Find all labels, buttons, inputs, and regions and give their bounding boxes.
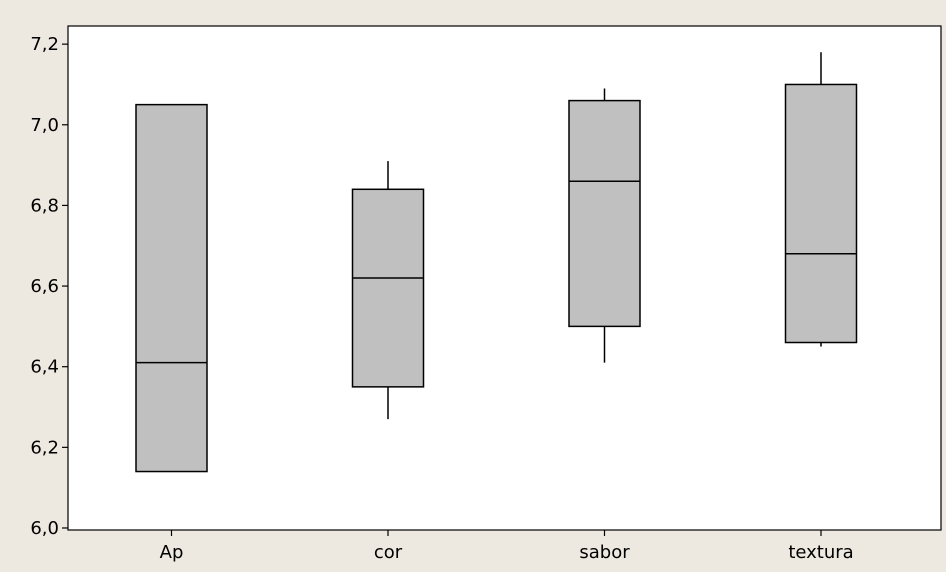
x-tick-label: Ap	[160, 542, 184, 563]
y-tick-label: 7,0	[30, 115, 59, 136]
x-axis: Ap cor sabor textura	[160, 530, 854, 563]
box-textura	[784, 52, 858, 347]
y-tick-label: 6,0	[30, 518, 59, 539]
y-tick-label: 6,6	[30, 276, 59, 297]
x-tick-label: cor	[374, 542, 403, 563]
y-tick-label: 6,4	[30, 357, 59, 378]
iqr-box	[135, 103, 208, 473]
y-tick-label: 7,2	[30, 34, 59, 55]
y-axis: 6,0 6,2 6,4 6,6 6,8 7,0 7,2	[30, 34, 68, 539]
x-tick-label: sabor	[579, 542, 630, 563]
y-tick-label: 6,2	[30, 437, 59, 458]
iqr-box	[351, 188, 425, 388]
boxes	[135, 52, 858, 473]
y-tick-label: 6,8	[30, 195, 59, 216]
box-sabor	[568, 88, 641, 363]
box-Ap	[135, 103, 208, 473]
iqr-box	[784, 83, 858, 344]
x-tick-label: textura	[788, 542, 853, 563]
box-cor	[351, 161, 425, 420]
iqr-box	[568, 99, 641, 328]
